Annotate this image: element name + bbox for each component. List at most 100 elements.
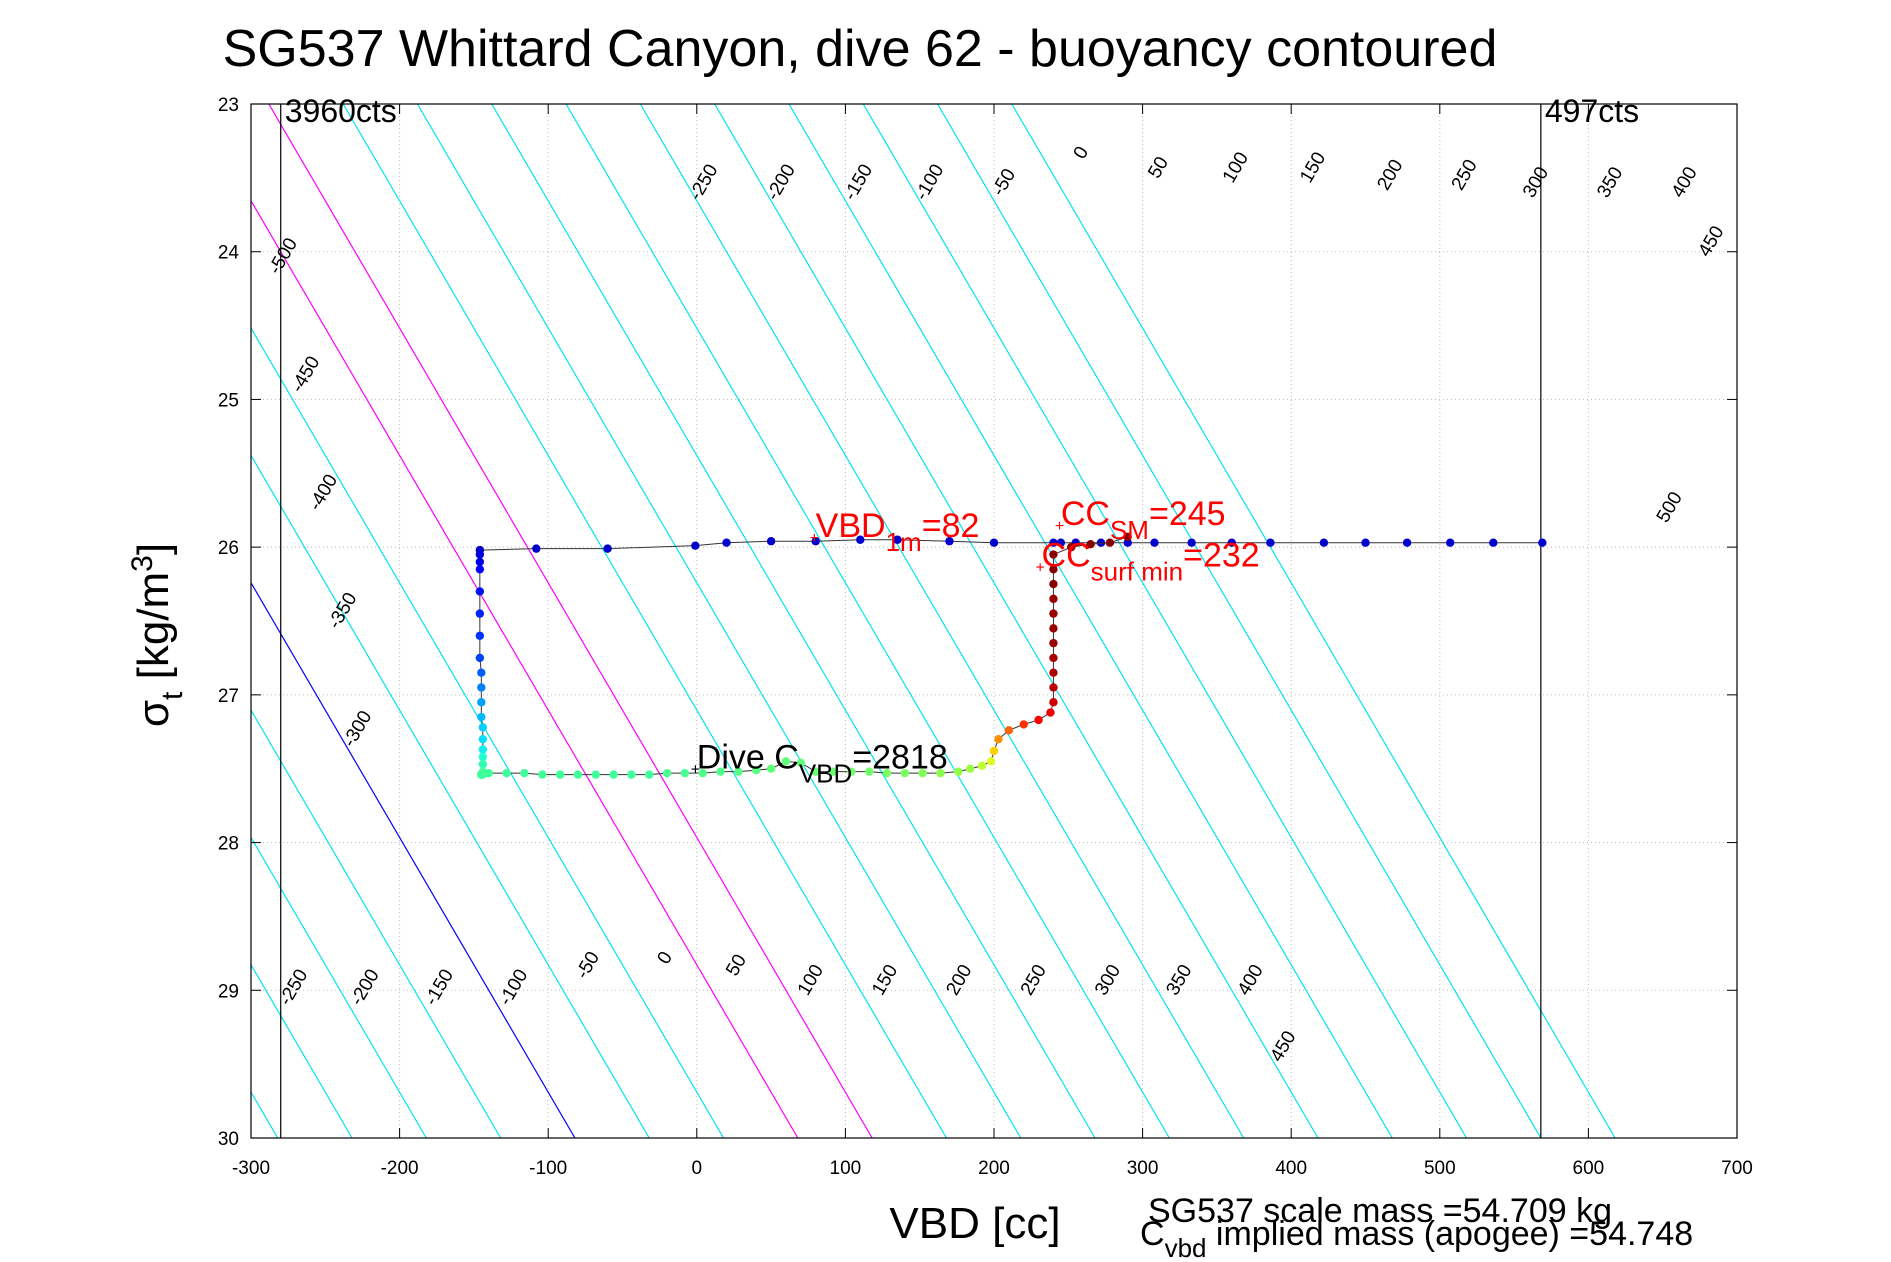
contour-label: 0 — [1070, 143, 1093, 163]
trajectory-point — [478, 734, 488, 744]
contour-line — [342, 104, 947, 1138]
contour-label: 200 — [942, 961, 976, 999]
contour-label: 400 — [1668, 163, 1702, 201]
contour-line — [251, 581, 576, 1138]
trajectory-point — [829, 767, 838, 776]
y-axis-label-close: ] — [129, 543, 178, 555]
trajectory-point — [1402, 538, 1412, 547]
trajectory-point — [1227, 538, 1236, 547]
footer-cvbd-sub: vbd — [1165, 1233, 1207, 1262]
contour-label: 50 — [1144, 153, 1173, 182]
x-tick-label: 400 — [1275, 1158, 1307, 1179]
trajectory-point — [994, 734, 1003, 744]
contour-line — [714, 104, 1319, 1138]
trajectory-point — [1489, 538, 1498, 547]
contour-line — [937, 104, 1542, 1138]
trajectory-point — [1049, 683, 1058, 692]
contour-label: -150 — [421, 966, 458, 1009]
trajectory-point — [555, 770, 565, 779]
contour-label: -150 — [840, 161, 877, 204]
contour-line — [0, 104, 129, 1138]
y-tick-label: 27 — [218, 686, 239, 707]
trajectory-point — [475, 587, 485, 596]
contour-label: 300 — [1091, 961, 1125, 999]
trajectory-point — [1105, 538, 1115, 547]
contour-label: -300 — [339, 707, 376, 750]
contour-label: -450 — [287, 353, 324, 396]
contour-label: 300 — [1519, 163, 1553, 201]
annotation: Dive CVBD=2818 — [697, 739, 948, 789]
trajectory-point — [1067, 542, 1076, 552]
y-axis-label: σt [kg/m3] — [126, 543, 189, 727]
trajectory-point — [1049, 653, 1058, 663]
trajectory-point — [1446, 538, 1455, 547]
trajectory-point — [1538, 538, 1547, 547]
trajectory-point — [986, 757, 996, 766]
contour-labels: -500-450-400-350-300-250 -200 -150 -100 -500… — [265, 143, 1729, 1066]
annotation-sub: VBD — [799, 759, 852, 789]
trajectory-point — [532, 544, 541, 553]
annotation-marker: + — [810, 530, 819, 547]
trajectory-point — [893, 535, 902, 544]
contour-label: -100 — [911, 161, 948, 204]
trajectory-point — [609, 770, 618, 779]
trajectory-point — [1046, 708, 1055, 717]
trajectory-point — [796, 758, 806, 768]
y-tick-label: 30 — [218, 1129, 239, 1150]
trajectory-point — [989, 746, 999, 756]
buoyancy-contours — [0, 104, 1616, 1138]
contour-line — [491, 104, 1096, 1138]
contour-line — [251, 199, 799, 1138]
contour-label: -50 — [988, 165, 1020, 199]
trajectory-point — [1019, 720, 1028, 729]
trajectory-point — [475, 631, 485, 640]
trajectory-point — [1319, 538, 1329, 547]
trajectory-point — [1049, 609, 1058, 618]
trajectory-point — [989, 538, 999, 547]
trajectory-point — [1049, 624, 1058, 633]
trajectory-point — [1049, 550, 1058, 559]
trajectory-point — [1049, 565, 1058, 574]
footer-cvbd-main: C — [1140, 1215, 1165, 1253]
x-tick-labels: -300 -200 -100 0 100 200 300 400 500 600 700 — [232, 1158, 1753, 1179]
trajectory-point — [484, 768, 493, 778]
trajectory-point — [936, 768, 945, 778]
contour-line — [416, 104, 1022, 1138]
contour-line — [251, 708, 502, 1138]
contour-label: 350 — [1593, 163, 1627, 201]
trajectory-point — [520, 768, 529, 778]
trajectory-point — [918, 768, 927, 778]
annotation-marker: + — [691, 762, 700, 779]
trajectory-point — [1266, 538, 1275, 547]
annotation-marker: + — [1036, 559, 1045, 576]
trajectory-point — [1049, 638, 1058, 648]
count-limit-lines: 3960cts 497cts — [280, 93, 1639, 1138]
contour-line — [862, 104, 1468, 1138]
trajectory-point — [781, 757, 791, 766]
footer-implied-mass: Cvbd implied mass (apogee) =54.748 — [1140, 1215, 1693, 1262]
trajectory-point — [1361, 538, 1370, 547]
contour-label: 100 — [1219, 149, 1253, 187]
trajectory-line — [488, 536, 1128, 776]
contour-label: 50 — [722, 951, 751, 980]
contour-label: 500 — [1653, 488, 1687, 526]
trajectory-point — [573, 770, 583, 779]
contour-label: 350 — [1162, 961, 1196, 999]
count-label: 3960cts — [285, 93, 397, 129]
trajectory-point — [475, 653, 485, 663]
trajectory-point — [1004, 726, 1014, 735]
grid-lines — [250, 103, 1738, 1139]
trajectory-point — [864, 767, 874, 776]
annotation-sub: 1m — [886, 527, 922, 557]
annotation-sub: SM — [1110, 515, 1149, 545]
trajectory-point — [662, 768, 672, 778]
trajectory-point — [1049, 594, 1058, 604]
annotations: +VBD1m=82 +CCSM=245+CCsurf min=232+Dive C… — [691, 495, 1260, 789]
annotation-marker: + — [1055, 518, 1064, 535]
trajectory-point — [856, 535, 865, 544]
y-tick-label: 23 — [218, 95, 239, 116]
contour-line — [565, 104, 1170, 1138]
contour-line — [0, 104, 55, 1138]
trajectory-point — [1150, 538, 1159, 547]
trajectory-point — [1056, 538, 1066, 547]
